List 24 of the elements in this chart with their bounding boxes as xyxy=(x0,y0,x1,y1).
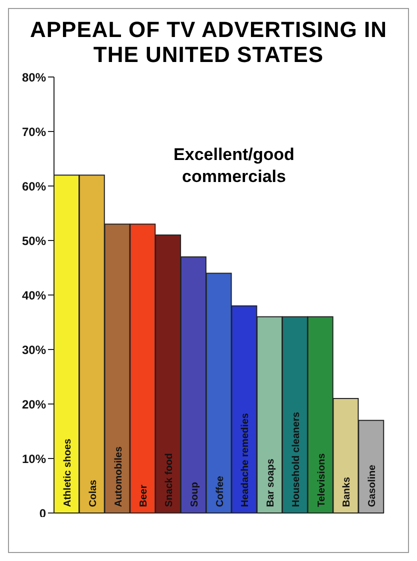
y-tick-label: 20% xyxy=(22,397,46,412)
x-tick-label: Banks xyxy=(342,476,353,507)
x-tick-label: Beer xyxy=(138,484,150,507)
x-tick-label: Soup xyxy=(189,482,200,507)
x-tick-label: Athletic shoes xyxy=(62,438,74,507)
x-tick-label: Bar soaps xyxy=(266,458,277,507)
x-tick-label: Televisions xyxy=(316,452,328,507)
y-tick-label: 40% xyxy=(22,288,46,302)
y-tick-label: 70% xyxy=(22,124,46,139)
y-tick-label: 50% xyxy=(22,234,46,248)
y-tick-label: 0 xyxy=(39,506,46,520)
x-tick-label: Gasoline xyxy=(367,464,378,507)
y-tick-label: 10% xyxy=(22,452,46,466)
y-tick-label: 60% xyxy=(22,179,46,194)
x-tick-label: Automobiles xyxy=(113,446,124,507)
x-tick-label: Colas xyxy=(88,479,99,507)
x-tick-label: Household cleaners xyxy=(290,412,302,507)
x-tick-label: Headache remedies xyxy=(240,412,252,507)
x-tick-label: Snack food xyxy=(164,453,176,507)
chart-title: APPEAL OF TV ADVERTISING IN THE UNITED STATES xyxy=(29,16,388,67)
y-tick-label: 30% xyxy=(22,342,46,357)
y-tick-label: 80% xyxy=(22,70,46,84)
annotation: Excellent/good commercials xyxy=(172,144,296,188)
x-tick-label: Coffee xyxy=(214,475,226,507)
